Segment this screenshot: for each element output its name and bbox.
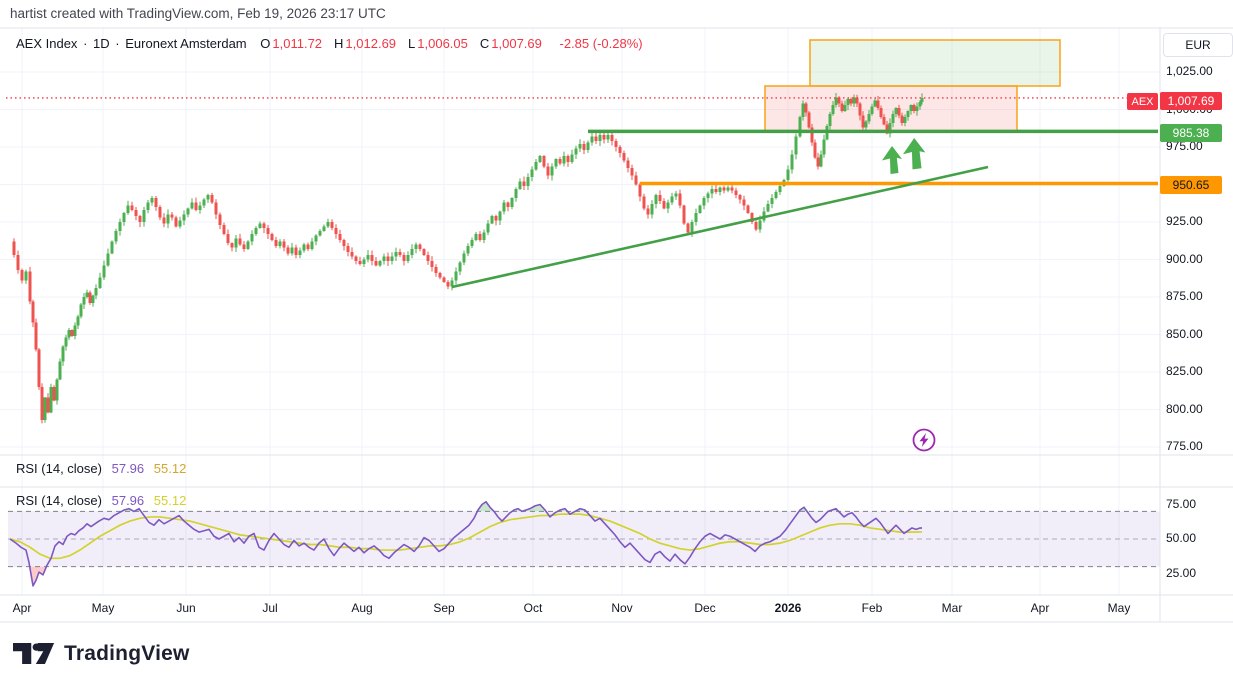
price-tick-label: 800.00 xyxy=(1166,401,1203,416)
rsi-pane-legend: RSI (14, close) 57.96 55.12 xyxy=(16,493,192,508)
time-tick-label: May xyxy=(1107,601,1131,615)
up-arrow-icon xyxy=(882,146,902,174)
symbol-title: AEX Index xyxy=(16,36,78,51)
up-arrow-icon xyxy=(903,138,926,170)
price-tick-label: 850.00 xyxy=(1166,326,1203,341)
time-tick-label: Oct xyxy=(523,601,543,615)
price-tick-label: 775.00 xyxy=(1166,439,1203,453)
time-tick-label: Dec xyxy=(694,601,716,615)
symbol-exchange: Euronext Amsterdam xyxy=(125,36,247,51)
rsi-tick-label: 50.00 xyxy=(1166,531,1197,545)
ohlc-item: H 1,012.69 xyxy=(334,36,397,51)
time-tick-label: Sep xyxy=(433,601,455,615)
time-tick-label: Jul xyxy=(262,601,278,615)
grid-lines xyxy=(0,28,1160,595)
trend-line xyxy=(451,165,989,289)
flash-idea-icon[interactable] xyxy=(912,428,936,452)
rsi-title: RSI (14, close) xyxy=(16,461,102,476)
rsi-indicator-row: RSI (14, close) 57.96 55.12 xyxy=(16,461,192,476)
ohlc-values: O 1,011.72 H 1,012.69 L 1,006.05 C 1,007.69 xyxy=(252,36,546,51)
time-tick-label: Apr xyxy=(12,601,32,615)
tradingview-logo-mark xyxy=(13,643,55,665)
rsi-ma-line xyxy=(9,513,923,560)
rsi-tick-label: 75.00 xyxy=(1166,496,1197,511)
rsi-title: RSI (14, close) xyxy=(16,493,102,508)
price-tick-label: 925.00 xyxy=(1166,214,1203,228)
symbol-interval: 1D xyxy=(93,36,110,51)
price-tick-label: 900.00 xyxy=(1166,251,1203,266)
change-value: -2.85 (-0.28%) xyxy=(559,36,643,51)
rsi-ma-value: 55.12 xyxy=(153,461,187,476)
price-tick-label: 975.00 xyxy=(1166,139,1203,153)
drawing-zone-green xyxy=(809,39,1061,87)
time-tick-label: Mar xyxy=(941,601,963,615)
orange-level-price-label: 950.65 xyxy=(1160,176,1222,194)
ohlc-item: L 1,006.05 xyxy=(408,36,468,51)
symbol-price-tag: AEX xyxy=(1127,93,1158,110)
legend-separator: · xyxy=(115,36,120,51)
time-tick-label: Jun xyxy=(176,601,196,615)
ohlc-item: C 1,007.69 xyxy=(479,36,542,51)
rsi-ma-value: 55.12 xyxy=(153,493,187,508)
time-tick-label: Feb xyxy=(861,601,883,615)
price-tick-label: 875.00 xyxy=(1166,289,1203,303)
time-tick-label: Nov xyxy=(611,601,633,615)
time-tick-label: May xyxy=(91,601,115,615)
time-tick-label: 2026 xyxy=(774,601,802,615)
symbol-legend: AEX Index · 1D · Euronext Amsterdam O 1,0… xyxy=(16,36,645,51)
rsi-value: 57.96 xyxy=(111,461,145,476)
time-tick-label: Aug xyxy=(351,601,373,615)
price-tick-label: 825.00 xyxy=(1166,364,1203,378)
legend-separator: · xyxy=(83,36,88,51)
rsi-line xyxy=(9,500,923,587)
price-tick-label: 1,025.00 xyxy=(1166,64,1213,78)
rsi-tick-label: 25.00 xyxy=(1166,565,1197,580)
ohlc-item: O 1,011.72 xyxy=(260,36,323,51)
tradingview-logo[interactable]: TradingView xyxy=(13,641,190,667)
green-level-price-label: 985.38 xyxy=(1160,124,1222,142)
time-tick-label: Apr xyxy=(1030,601,1050,615)
currency-button[interactable]: EUR xyxy=(1163,33,1233,57)
tradingview-logo-text: TradingView xyxy=(64,642,190,665)
candlestick-series xyxy=(12,93,924,424)
last-price-label: 1,007.69 xyxy=(1160,92,1222,110)
watermark-attribution: hartist created with TradingView.com, Fe… xyxy=(10,6,386,21)
rsi-value: 57.96 xyxy=(111,493,145,508)
